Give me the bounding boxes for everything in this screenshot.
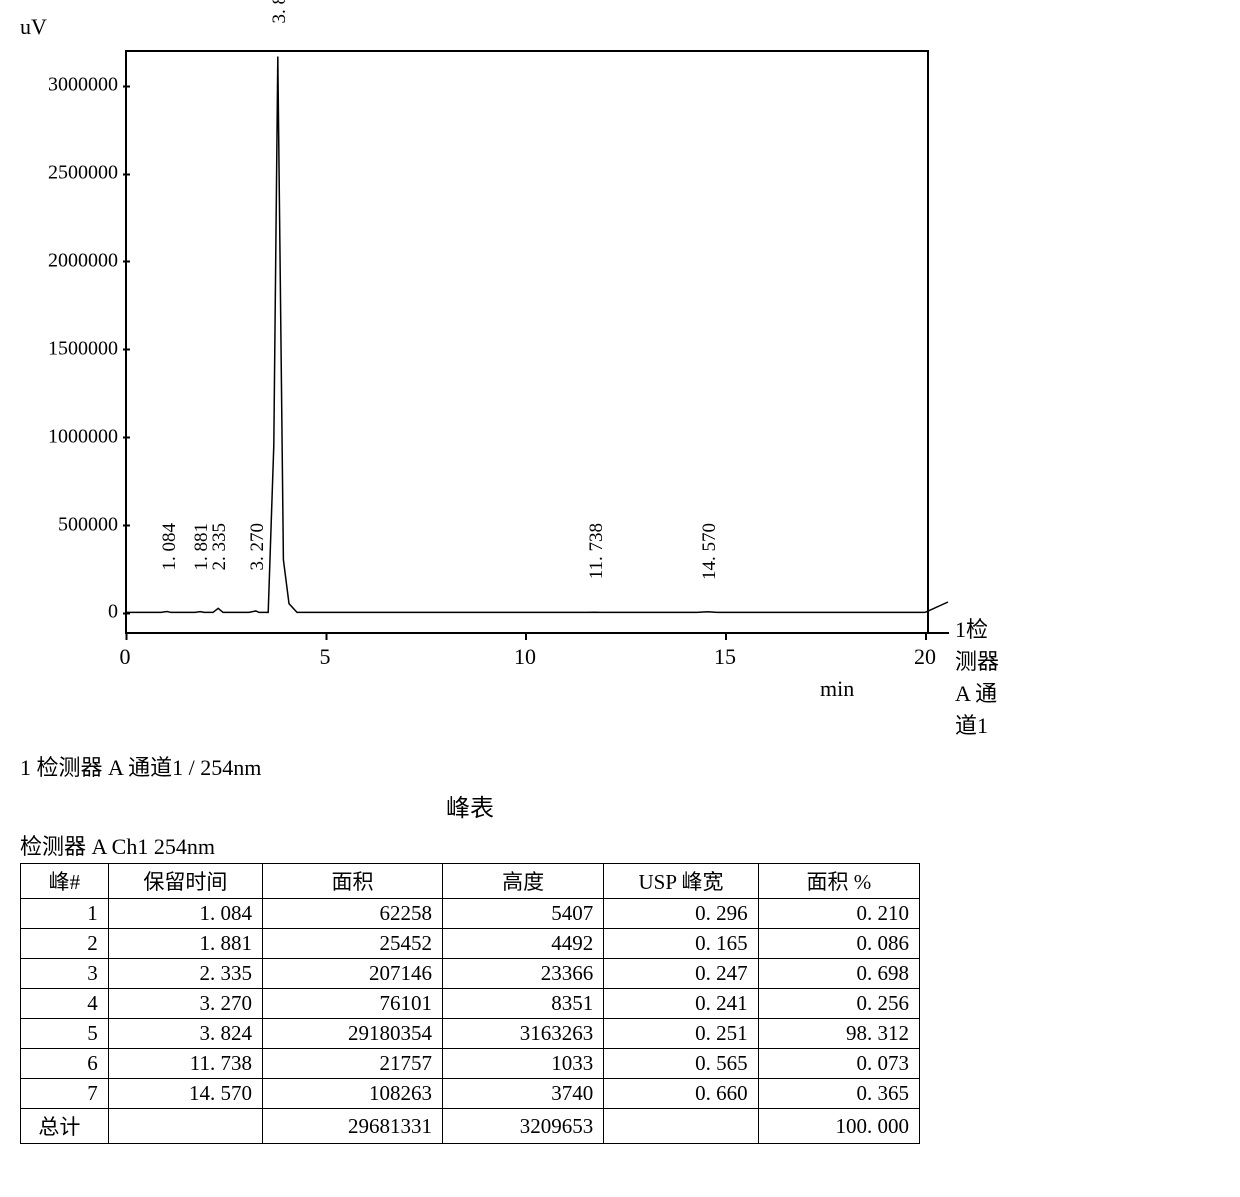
- table-cell: 0. 247: [604, 959, 758, 989]
- table-cell: [604, 1109, 758, 1144]
- peak-label: 11. 738: [586, 523, 608, 579]
- plot-baseline: [125, 632, 949, 634]
- table-cell: 0. 251: [604, 1019, 758, 1049]
- table-cell: 0. 256: [758, 989, 919, 1019]
- table-header-cell: 峰#: [21, 864, 109, 899]
- table-cell: 3. 824: [108, 1019, 262, 1049]
- x-tick: 5: [320, 644, 331, 670]
- table-row: 611. 7382175710330. 5650. 073: [21, 1049, 920, 1079]
- x-tick: 15: [714, 644, 736, 670]
- table-cell: 25452: [262, 929, 442, 959]
- table-header-cell: 高度: [443, 864, 604, 899]
- table-cell: 2. 335: [108, 959, 262, 989]
- table-cell: 0. 073: [758, 1049, 919, 1079]
- table-cell: 62258: [262, 899, 442, 929]
- table-cell: 29681331: [262, 1109, 442, 1144]
- table-cell: 11. 738: [108, 1049, 262, 1079]
- table-cell: 4: [21, 989, 109, 1019]
- x-axis-unit: min: [820, 676, 854, 702]
- table-cell: 1. 084: [108, 899, 262, 929]
- table-cell: 0. 660: [604, 1079, 758, 1109]
- y-tick: 500000: [8, 513, 118, 536]
- peak-label: 3. 270: [247, 523, 269, 571]
- table-cell: 5: [21, 1019, 109, 1049]
- table-cell: 0. 365: [758, 1079, 919, 1109]
- table-header-cell: USP 峰宽: [604, 864, 758, 899]
- table-cell: 0. 086: [758, 929, 919, 959]
- table-cell: 3163263: [443, 1019, 604, 1049]
- table-cell: 98. 312: [758, 1019, 919, 1049]
- table-cell: 5407: [443, 899, 604, 929]
- table-cell: 0. 698: [758, 959, 919, 989]
- detector-channel-subheader: 检测器 A Ch1 254nm: [20, 829, 1220, 861]
- chromatogram-chart: uV 0500000100000015000002000000250000030…: [20, 20, 1000, 720]
- x-tick: 10: [514, 644, 536, 670]
- table-header-cell: 面积: [262, 864, 442, 899]
- table-cell: 7: [21, 1079, 109, 1109]
- y-axis-unit: uV: [20, 14, 47, 40]
- peak-table: 峰#保留时间面积高度USP 峰宽面积 % 11. 0846225854070. …: [20, 863, 920, 1144]
- table-row: 43. 2707610183510. 2410. 256: [21, 989, 920, 1019]
- table-cell: 21757: [262, 1049, 442, 1079]
- x-tick: 0: [120, 644, 131, 670]
- table-cell: 1. 881: [108, 929, 262, 959]
- table-cell: 0. 210: [758, 899, 919, 929]
- table-cell: 207146: [262, 959, 442, 989]
- table-cell: 8351: [443, 989, 604, 1019]
- table-title: 峰表: [20, 788, 920, 823]
- table-cell: 108263: [262, 1079, 442, 1109]
- table-cell: 3740: [443, 1079, 604, 1109]
- table-row: 11. 0846225854070. 2960. 210: [21, 899, 920, 929]
- peak-label: 2. 335: [209, 523, 231, 571]
- table-cell: 4492: [443, 929, 604, 959]
- table-cell: 1033: [443, 1049, 604, 1079]
- y-tick: 0: [8, 601, 118, 624]
- table-row: 714. 57010826337400. 6600. 365: [21, 1079, 920, 1109]
- table-header-cell: 保留时间: [108, 864, 262, 899]
- y-tick: 2500000: [8, 162, 118, 185]
- table-cell: 6: [21, 1049, 109, 1079]
- table-cell: 1: [21, 899, 109, 929]
- table-cell: 29180354: [262, 1019, 442, 1049]
- table-row: 32. 335207146233660. 2470. 698: [21, 959, 920, 989]
- x-tick: 20: [914, 644, 936, 670]
- table-cell: 100. 000: [758, 1109, 919, 1144]
- chromatogram-trace: [125, 50, 925, 630]
- table-cell: 总计: [21, 1109, 109, 1144]
- table-cell: 0. 165: [604, 929, 758, 959]
- y-tick: 1500000: [8, 337, 118, 360]
- table-cell: 0. 241: [604, 989, 758, 1019]
- table-cell: 3: [21, 959, 109, 989]
- table-cell: 3209653: [443, 1109, 604, 1144]
- table-cell: 2: [21, 929, 109, 959]
- peak-label: 14. 570: [699, 523, 721, 580]
- peak-label: 1. 084: [159, 523, 181, 571]
- y-tick: 2000000: [8, 249, 118, 272]
- table-cell: 0. 296: [604, 899, 758, 929]
- table-row: 21. 8812545244920. 1650. 086: [21, 929, 920, 959]
- table-header-cell: 面积 %: [758, 864, 919, 899]
- table-cell: [108, 1109, 262, 1144]
- peak-label: 3. 824: [269, 0, 291, 24]
- table-cell: 3. 270: [108, 989, 262, 1019]
- table-cell: 14. 570: [108, 1079, 262, 1109]
- table-cell: 23366: [443, 959, 604, 989]
- table-cell: 76101: [262, 989, 442, 1019]
- table-total-row: 总计 296813313209653 100. 000: [21, 1109, 920, 1144]
- series-legend: 1检测器 A 通道1: [955, 612, 1000, 740]
- y-tick: 3000000: [8, 74, 118, 97]
- y-tick: 1000000: [8, 425, 118, 448]
- table-cell: 0. 565: [604, 1049, 758, 1079]
- table-row: 53. 8242918035431632630. 25198. 312: [21, 1019, 920, 1049]
- detector-info-line: 1 检测器 A 通道1 / 254nm: [20, 750, 1220, 782]
